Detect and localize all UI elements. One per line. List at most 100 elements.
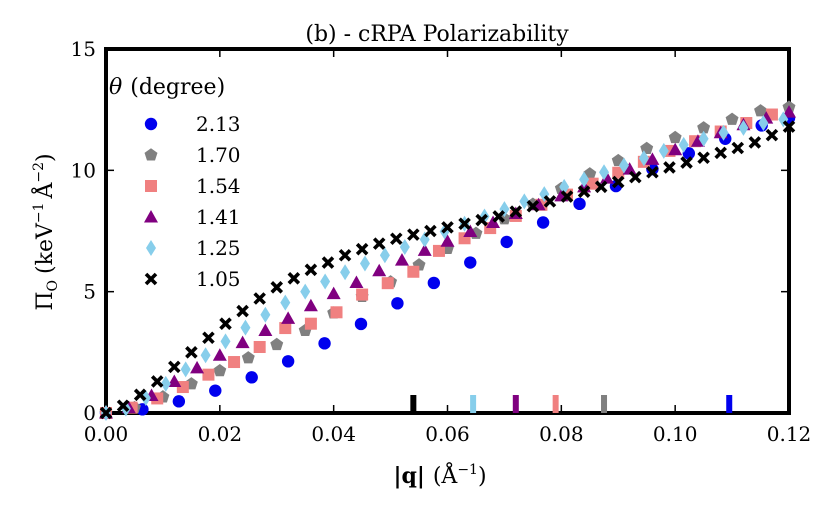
marker-band-1.41	[512, 395, 519, 413]
data-point	[180, 361, 191, 378]
data-point	[260, 306, 271, 323]
data-point	[678, 136, 689, 153]
data-point	[99, 406, 113, 420]
data-point	[577, 185, 591, 198]
data-point	[355, 242, 369, 256]
data-point	[168, 360, 181, 374]
data-point	[116, 399, 130, 412]
data-point	[500, 235, 513, 249]
series-1.25	[101, 111, 789, 421]
legend-label: 2.13	[196, 112, 241, 136]
data-point	[758, 115, 769, 132]
data-point	[133, 388, 147, 402]
chart-title: (b) - cRPA Polarizability	[305, 22, 569, 47]
legend-item-1.41: 1.41	[144, 205, 241, 229]
data-point	[618, 157, 629, 174]
data-point	[586, 177, 599, 190]
data-points	[99, 100, 796, 421]
data-point	[279, 322, 292, 335]
data-point	[185, 346, 198, 359]
data-point	[509, 205, 523, 218]
data-point	[287, 272, 301, 285]
legend-marker	[144, 210, 158, 223]
data-point	[240, 319, 251, 336]
data-point	[754, 104, 768, 117]
data-point	[160, 375, 171, 392]
data-point	[349, 275, 364, 288]
data-point	[697, 151, 710, 164]
x-tick-label: 0.10	[653, 422, 698, 446]
data-point	[697, 121, 711, 134]
series-2.13	[99, 111, 796, 420]
legend-title-text: (degree)	[130, 75, 225, 100]
x-tick-label: 0.00	[84, 422, 129, 446]
y-label-close: )	[33, 153, 58, 162]
data-point	[560, 190, 574, 203]
data-point	[463, 224, 478, 237]
data-point	[356, 288, 369, 301]
data-point	[714, 146, 727, 160]
data-point	[176, 381, 189, 394]
data-point	[536, 216, 550, 229]
x-label-exp: −1	[457, 462, 478, 478]
data-point	[668, 130, 682, 144]
legend-label: 1.05	[196, 267, 241, 291]
data-point	[320, 273, 331, 290]
legend: θ (degree) 2.13 1.70 1.54 1.41 1.25 1.05	[109, 75, 241, 291]
data-point	[519, 193, 530, 210]
data-point	[209, 384, 222, 397]
marker-bands	[410, 395, 733, 413]
y-tick-label: 5	[83, 280, 96, 304]
data-point	[682, 147, 696, 160]
data-point	[611, 175, 625, 189]
data-point	[167, 374, 182, 387]
data-point	[300, 283, 311, 300]
x-tick-label: 0.04	[311, 422, 356, 446]
legend-label: 1.41	[196, 205, 241, 229]
data-point	[782, 120, 796, 133]
data-point	[200, 347, 211, 364]
data-point	[658, 142, 669, 159]
data-point	[379, 247, 390, 264]
y-axis-label: ΠO (keV−1 Å−2)	[30, 153, 61, 310]
data-point	[440, 234, 455, 247]
data-point	[202, 331, 215, 345]
data-point	[599, 164, 610, 181]
data-point	[543, 195, 557, 208]
y-label-pi: Π	[33, 291, 58, 310]
axis-ticks: 0.00 0.02 0.04 0.06 0.08 0.10 0.12 0 5 10 15	[71, 37, 812, 446]
y-tick-label: 10	[71, 158, 96, 182]
svg-text:ΠO(keV−1Å−2): ΠO (keV−1 Å−2)	[30, 153, 61, 310]
y-label-exp2: −2	[31, 162, 47, 183]
data-point	[475, 213, 488, 227]
x-tick-label: 0.06	[425, 422, 470, 446]
legend-marker	[144, 117, 158, 131]
x-tick-label: 0.02	[198, 422, 243, 446]
x-label-q: |q|	[393, 463, 424, 489]
y-tick-label: 15	[71, 37, 96, 61]
data-point	[526, 199, 540, 213]
data-point	[359, 255, 370, 272]
data-point	[150, 375, 164, 388]
data-point	[645, 152, 660, 165]
data-point	[407, 228, 420, 241]
data-point	[579, 171, 590, 188]
data-point	[253, 340, 266, 353]
data-point	[424, 224, 437, 238]
legend-item-1.70: 1.70	[144, 143, 241, 167]
data-point	[280, 294, 291, 311]
x-label-open: (Å	[433, 461, 459, 489]
data-point	[718, 124, 729, 141]
data-point	[668, 142, 683, 156]
series-1.41	[99, 105, 796, 419]
data-point	[236, 304, 249, 318]
data-point	[281, 311, 296, 324]
data-point	[190, 360, 205, 374]
data-point	[725, 112, 739, 125]
data-point	[663, 161, 676, 174]
data-point	[235, 335, 250, 349]
data-point	[321, 256, 335, 269]
data-point	[381, 277, 394, 290]
data-point	[731, 141, 745, 155]
